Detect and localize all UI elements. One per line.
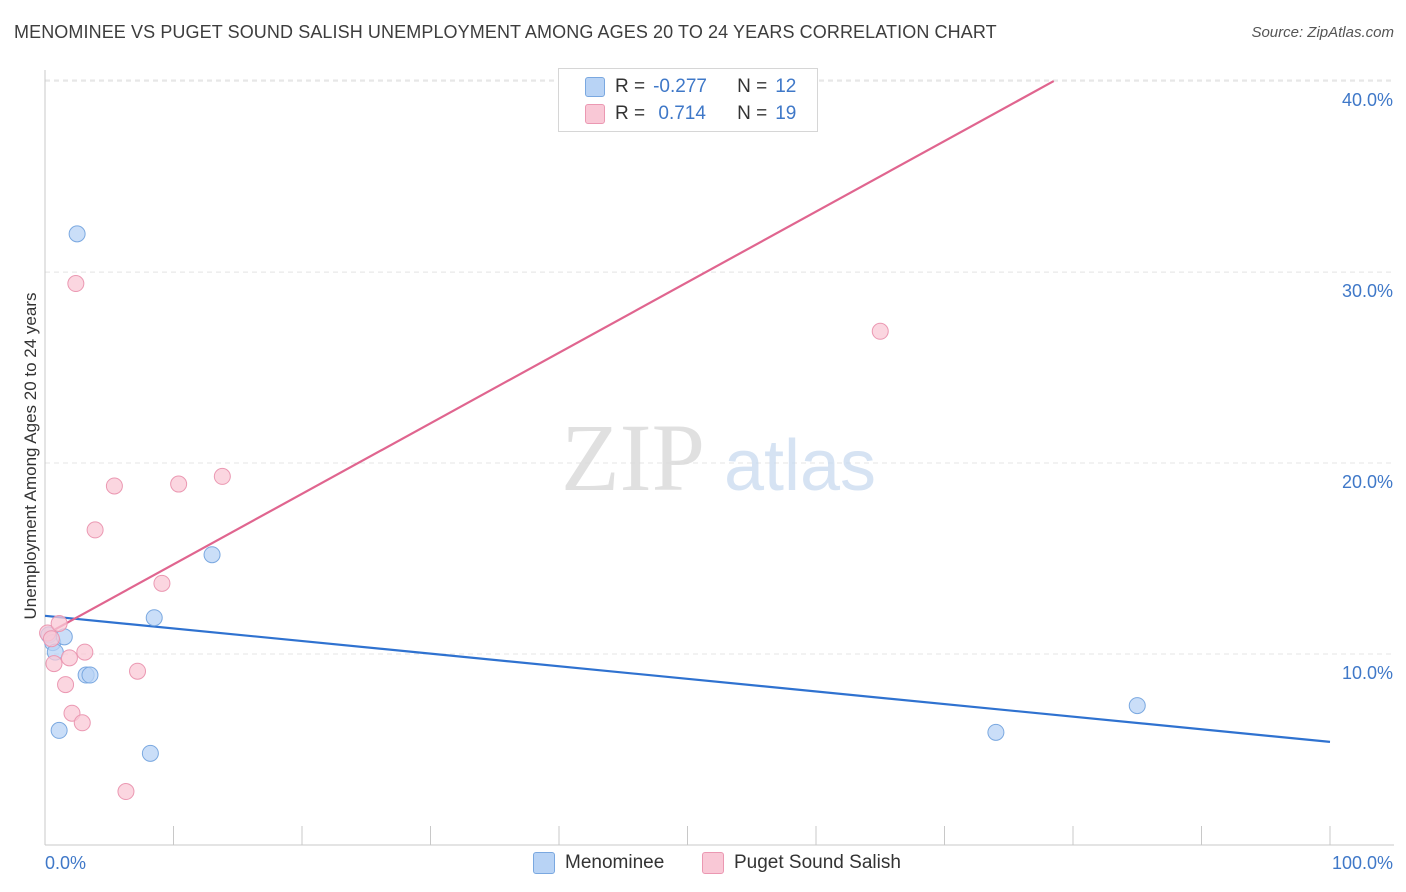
watermark-atlas: atlas bbox=[724, 426, 876, 506]
menominee-point bbox=[987, 723, 1005, 741]
puget-point bbox=[67, 275, 85, 293]
menominee-swatch bbox=[585, 77, 605, 97]
y-tick-label: 10.0% bbox=[1342, 663, 1393, 683]
trend-lines bbox=[44, 80, 1331, 743]
puget-point bbox=[76, 643, 94, 661]
legend-item-menominee[interactable]: Menominee bbox=[533, 852, 664, 874]
y-tick-label: 20.0% bbox=[1342, 472, 1393, 492]
x-tick-label: 100.0% bbox=[1332, 853, 1393, 873]
menominee-point bbox=[1128, 697, 1146, 715]
y-tick-label: 30.0% bbox=[1342, 281, 1393, 301]
legend-n-label: N = bbox=[737, 103, 768, 124]
menominee-point bbox=[145, 609, 163, 627]
legend-r-label: R = bbox=[615, 103, 646, 124]
watermark: ZIP atlas bbox=[561, 404, 876, 511]
legend-r-value: 0.714 bbox=[653, 103, 706, 124]
x-tick-label: 0.0% bbox=[45, 853, 86, 873]
legend-label-puget: Puget Sound Salish bbox=[734, 852, 901, 873]
legend-n-value: 12 bbox=[775, 76, 797, 97]
puget-point bbox=[129, 662, 147, 680]
puget-point bbox=[871, 322, 889, 340]
menominee-legend-swatch bbox=[533, 852, 555, 874]
puget-point bbox=[50, 614, 68, 632]
puget-point bbox=[86, 521, 104, 539]
legend-r-value: -0.277 bbox=[653, 76, 707, 97]
watermark-zip: ZIP bbox=[561, 404, 705, 511]
puget-point bbox=[57, 676, 75, 694]
data-points bbox=[39, 72, 1146, 801]
source-label: Source: ZipAtlas.com bbox=[1251, 24, 1394, 41]
legend-item-puget[interactable]: Puget Sound Salish bbox=[702, 852, 901, 874]
puget-point bbox=[42, 630, 60, 648]
correlation-legend: R = -0.277 N = 12 R = 0.714 N = 19 bbox=[558, 68, 818, 132]
puget-point bbox=[170, 475, 188, 493]
axes bbox=[44, 70, 1394, 846]
puget-point bbox=[60, 649, 78, 667]
legend-row-menominee: R = -0.277 N = 12 bbox=[585, 75, 796, 99]
puget-point bbox=[213, 467, 231, 485]
legend-r-label: R = bbox=[615, 76, 646, 97]
series-legend: Menominee Puget Sound Salish bbox=[0, 850, 1406, 878]
puget-point bbox=[105, 477, 123, 495]
menominee-trend-line bbox=[44, 614, 1331, 743]
legend-n-value: 19 bbox=[775, 103, 797, 124]
puget-trend-line bbox=[44, 80, 1055, 636]
menominee-point bbox=[203, 546, 221, 564]
puget-swatch bbox=[585, 104, 605, 124]
legend-row-puget: R = 0.714 N = 19 bbox=[585, 102, 796, 126]
y-axis-label: Unemployment Among Ages 20 to 24 years bbox=[21, 292, 40, 620]
chart-title: MENOMINEE VS PUGET SOUND SALISH UNEMPLOY… bbox=[14, 22, 997, 42]
menominee-point bbox=[68, 225, 86, 243]
puget-point bbox=[117, 783, 135, 801]
legend-n-label: N = bbox=[737, 76, 768, 97]
puget-point bbox=[73, 714, 91, 732]
y-tick-label: 40.0% bbox=[1342, 90, 1393, 110]
menominee-point bbox=[141, 744, 159, 762]
puget-point bbox=[45, 655, 63, 673]
tick-labels: 10.0% 20.0% 30.0% 40.0% 0.0% 100.0% bbox=[45, 90, 1393, 873]
puget-point bbox=[153, 574, 171, 592]
puget-legend-swatch bbox=[702, 852, 724, 874]
gridlines bbox=[45, 79, 1394, 655]
menominee-point bbox=[81, 666, 99, 684]
legend-label-menominee: Menominee bbox=[565, 852, 665, 873]
menominee-point bbox=[50, 721, 68, 739]
